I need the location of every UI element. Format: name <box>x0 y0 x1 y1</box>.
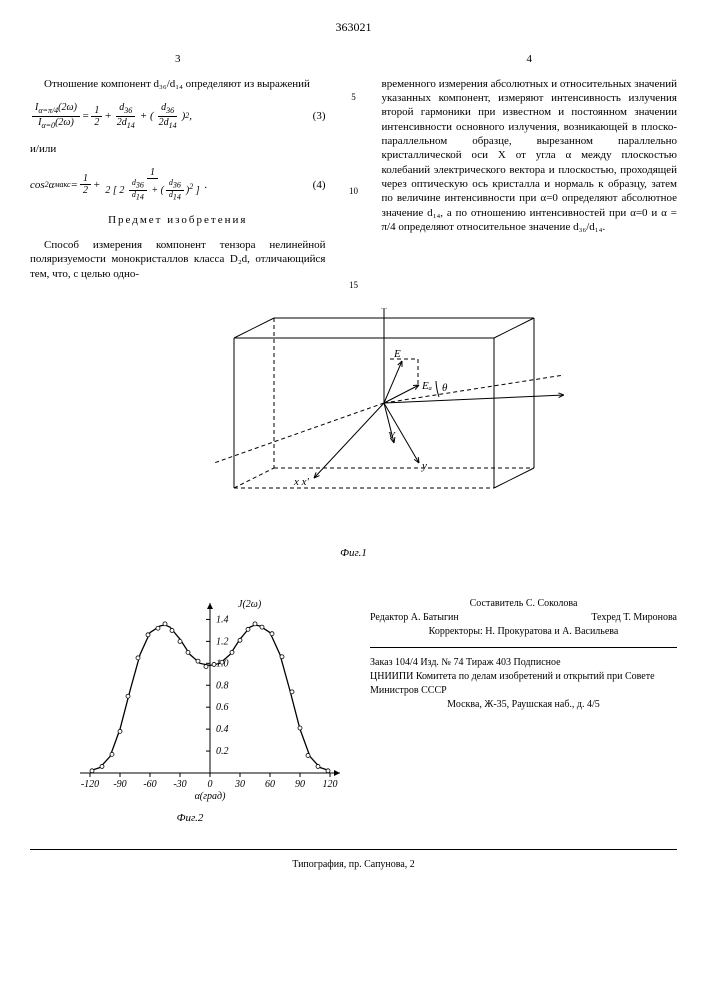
proofreaders: Корректоры: Н. Прокуратова и А. Васильев… <box>370 625 677 639</box>
right-column: 4 временного измерения абсолютных и отно… <box>382 52 678 292</box>
divider <box>370 647 677 648</box>
svg-text:1.4: 1.4 <box>216 614 229 625</box>
bottom-row: -120-90-60-3003060901200.20.40.60.81.01.… <box>30 577 677 842</box>
svg-text:1.2: 1.2 <box>216 636 229 647</box>
figure-1: z'zcy'yx x'VEEₐθ Фиг.1 <box>30 308 677 561</box>
imprint-line1: Заказ 104/4 Изд. № 74 Тираж 403 Подписно… <box>370 656 677 670</box>
editor: Редактор А. Батыгин <box>370 611 459 625</box>
andor: и/или <box>30 142 326 156</box>
svg-text:30: 30 <box>234 779 245 790</box>
techred: Техред Т. Миронова <box>591 611 677 625</box>
imprint-line2: ЦНИИПИ Комитета по делам изобретений и о… <box>370 670 677 698</box>
svg-text:120: 120 <box>323 779 338 790</box>
fig2-caption: Фиг.2 <box>30 811 350 825</box>
svg-text:y: y <box>421 460 427 472</box>
equation-4: cos2αмакс = 12 + 12 [ 2 d36d14 + (d36d14… <box>30 167 326 203</box>
svg-text:x x': x x' <box>293 476 310 488</box>
svg-text:-60: -60 <box>143 779 156 790</box>
imprint-line3: Москва, Ж-35, Раушская наб., д. 4/5 <box>370 698 677 712</box>
svg-text:-30: -30 <box>173 779 186 790</box>
svg-text:θ: θ <box>442 382 448 394</box>
svg-text:0.4: 0.4 <box>216 724 229 735</box>
svg-text:J(2ω): J(2ω) <box>238 599 262 610</box>
svg-text:0.2: 0.2 <box>216 746 229 757</box>
equation-3: Iα=π/4(2ω)Iα=0(2ω) = 12 + d362d14 + (d36… <box>30 102 326 131</box>
lineno: 15 <box>346 280 362 292</box>
fig2-chart: -120-90-60-3003060901200.20.40.60.81.01.… <box>30 593 350 803</box>
svg-text:0.8: 0.8 <box>216 680 229 691</box>
line-numbers: 5 10 15 <box>346 52 362 292</box>
lineno: 10 <box>346 186 362 198</box>
right-body: временного измерения абсолютных и относи… <box>382 77 678 234</box>
page-number: 363021 <box>30 20 677 36</box>
footer-rule <box>30 849 677 850</box>
two-column-layout: 3 Отношение компонент d₃₆/d₁₄ определяют… <box>30 52 677 292</box>
right-col-number: 4 <box>382 52 678 66</box>
svg-text:α(град): α(град) <box>195 791 227 802</box>
section-title: Предмет изобретения <box>30 213 326 227</box>
typography-line: Типография, пр. Сапунова, 2 <box>30 858 677 871</box>
colophon: Составитель С. Соколова Редактор А. Баты… <box>370 597 677 842</box>
svg-text:0.6: 0.6 <box>216 702 229 713</box>
fig1-caption: Фиг.1 <box>30 546 677 560</box>
svg-text:-90: -90 <box>113 779 126 790</box>
claim-text: Способ измерения компонент тензора нелин… <box>30 238 326 281</box>
left-intro: Отношение компонент d₃₆/d₁₄ определяют и… <box>30 77 326 91</box>
left-col-number: 3 <box>30 52 326 66</box>
svg-text:-120: -120 <box>81 779 99 790</box>
svg-text:60: 60 <box>265 779 275 790</box>
fig1-diagram: z'zcy'yx x'VEEₐθ <box>144 308 564 538</box>
svg-text:E: E <box>393 348 401 360</box>
eq4-number: (4) <box>313 178 326 192</box>
left-column: 3 Отношение компонент d₃₆/d₁₄ определяют… <box>30 52 326 292</box>
svg-text:90: 90 <box>295 779 305 790</box>
compiler: Составитель С. Соколова <box>370 597 677 611</box>
svg-text:Eₐ: Eₐ <box>421 380 432 392</box>
eq3-number: (3) <box>313 109 326 123</box>
svg-text:0: 0 <box>208 779 213 790</box>
lineno: 5 <box>346 92 362 104</box>
figure-2: -120-90-60-3003060901200.20.40.60.81.01.… <box>30 593 350 826</box>
